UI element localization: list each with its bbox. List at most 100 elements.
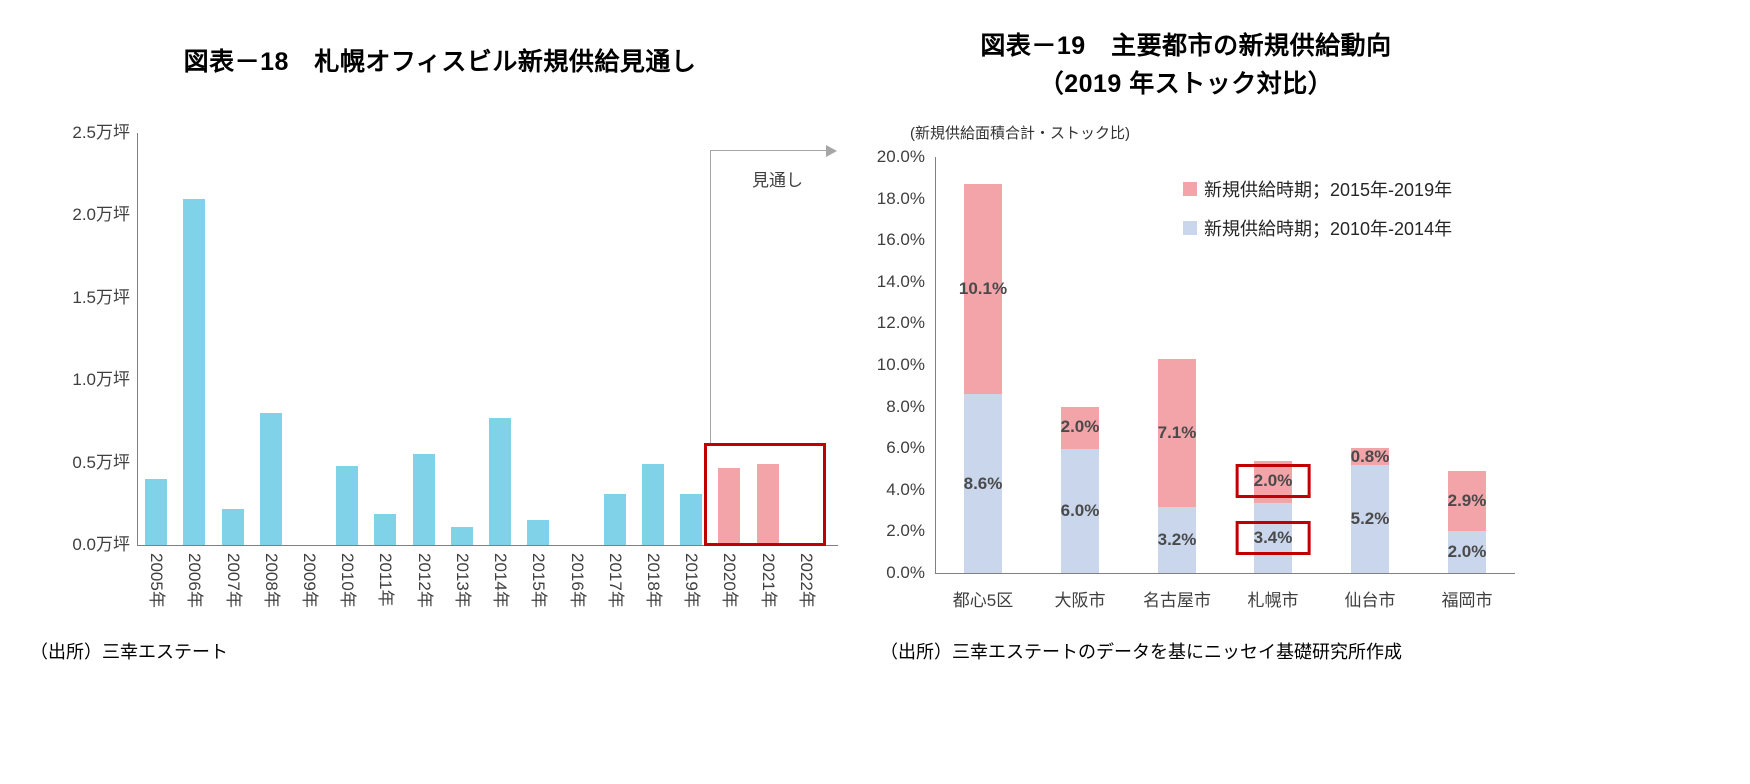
legend-item-label: 新規供給時期；2015年-2019年 bbox=[1204, 180, 1453, 200]
x-axis-tick-label: 2014年 bbox=[491, 553, 510, 608]
bar-2007年 bbox=[222, 509, 244, 545]
x-axis-tick-label: 2022年 bbox=[797, 553, 816, 608]
legend-item: 新規供給時期；2015年-2019年 bbox=[1183, 176, 1452, 202]
x-category-label: 名古屋市 bbox=[1143, 591, 1211, 610]
x-axis-tick-label: 2010年 bbox=[338, 553, 357, 608]
bar-2019年 bbox=[680, 494, 702, 545]
y-axis-tick-label: 12.0% bbox=[876, 313, 925, 333]
y-axis-tick-label: 0.0% bbox=[886, 563, 925, 582]
x-category-label: 仙台市 bbox=[1344, 591, 1396, 610]
y-axis-tick-label: 6.0% bbox=[886, 438, 925, 458]
y-axis-tick-label: 0.0万坪 bbox=[72, 535, 130, 554]
bar-仙台市-2015-2019 bbox=[1351, 448, 1389, 465]
figure-19-source: （出所）三幸エステートのデータを基にニッセイ基礎研究所作成 bbox=[880, 642, 1402, 662]
bar-札幌市-2010-2014 bbox=[1254, 502, 1292, 573]
legend-swatch-2010-2014 bbox=[1183, 221, 1197, 235]
x-axis-tick-label: 2012年 bbox=[415, 553, 434, 608]
bar-label-都心5区-2010-2014: 8.6% bbox=[963, 474, 1003, 493]
bar-名古屋市-2015-2019 bbox=[1158, 359, 1196, 507]
x-axis-line bbox=[137, 545, 838, 546]
bar-2012年 bbox=[413, 454, 435, 545]
figure-19-axis-note: (新規供給面積合計・ストック比) bbox=[910, 125, 1130, 142]
x-category-label: 札幌市 bbox=[1247, 591, 1299, 610]
y-axis-tick-label: 1.5万坪 bbox=[72, 287, 130, 307]
legend-item-label: 新規供給時期；2010年-2014年 bbox=[1204, 219, 1453, 239]
y-axis-tick-label: 2.5万坪 bbox=[72, 123, 130, 142]
bar-2011年 bbox=[374, 514, 396, 545]
bar-都心5区-2010-2014 bbox=[964, 394, 1002, 573]
bar-2021年 bbox=[757, 464, 779, 545]
bar-福岡市-2015-2019 bbox=[1448, 471, 1486, 531]
y-axis-tick-label: 16.0% bbox=[876, 230, 925, 250]
bar-label-名古屋市-2010-2014: 3.2% bbox=[1157, 530, 1197, 549]
forecast-highlight-box bbox=[704, 443, 826, 546]
y-axis-line bbox=[935, 157, 936, 574]
bar-2015年 bbox=[527, 520, 549, 545]
bar-大阪市-2010-2014 bbox=[1061, 448, 1099, 573]
bar-仙台市-2010-2014 bbox=[1351, 465, 1389, 573]
bar-label-札幌市-2015-2019: 2.0% bbox=[1235, 464, 1311, 498]
figure-19-legend: 新規供給時期；2015年-2019年 新規供給時期；2010年-2014年 bbox=[1183, 176, 1452, 254]
x-axis-tick-label: 2020年 bbox=[720, 553, 739, 608]
y-axis-tick-label: 2.0万坪 bbox=[72, 205, 130, 225]
x-category-label: 福岡市 bbox=[1441, 591, 1493, 610]
x-axis-tick-label: 2016年 bbox=[568, 553, 587, 608]
bar-label-福岡市-2015-2019: 2.9% bbox=[1447, 491, 1487, 510]
y-axis-tick-label: 1.0万坪 bbox=[72, 370, 130, 390]
x-axis-line bbox=[935, 573, 1515, 574]
x-axis-tick-label: 2018年 bbox=[644, 553, 663, 608]
bar-福岡市-2010-2014 bbox=[1448, 531, 1486, 573]
forecast-arrowhead-icon bbox=[826, 145, 837, 157]
y-axis-tick-label: 14.0% bbox=[876, 271, 925, 291]
bar-label-都心5区-2015-2019: 10.1% bbox=[958, 279, 1008, 298]
y-axis-tick-label: 0.5万坪 bbox=[72, 452, 130, 472]
y-axis-tick-label: 2.0% bbox=[886, 521, 925, 541]
figure-19-title-line1: 図表－19 主要都市の新規供給動向 bbox=[980, 32, 1392, 60]
bar-2018年 bbox=[642, 464, 664, 545]
bar-2020年 bbox=[718, 468, 740, 545]
y-axis-tick-label: 20.0% bbox=[876, 147, 925, 166]
figure-19-title-line2: （2019 年ストック対比） bbox=[1038, 70, 1334, 98]
bar-label-大阪市-2015-2019: 2.0% bbox=[1060, 417, 1100, 436]
bar-2010年 bbox=[336, 466, 358, 545]
bar-大阪市-2015-2019 bbox=[1061, 407, 1099, 449]
y-axis-tick-label: 4.0% bbox=[886, 479, 925, 499]
x-axis-tick-label: 2009年 bbox=[300, 553, 319, 608]
bar-2006年 bbox=[183, 199, 205, 545]
x-axis-tick-label: 2005年 bbox=[147, 553, 166, 608]
figure-18-source: （出所）三幸エステート bbox=[30, 642, 228, 662]
forecast-arrow-line bbox=[710, 150, 826, 151]
bar-2008年 bbox=[260, 413, 282, 545]
x-axis-tick-label: 2011年 bbox=[376, 553, 395, 607]
bar-2013年 bbox=[451, 527, 473, 545]
y-axis-tick-label: 18.0% bbox=[876, 188, 925, 208]
bar-都心5区-2015-2019 bbox=[964, 184, 1002, 394]
bar-label-大阪市-2010-2014: 6.0% bbox=[1060, 501, 1100, 520]
x-category-label: 大阪市 bbox=[1054, 591, 1106, 610]
bar-label-福岡市-2010-2014: 2.0% bbox=[1447, 542, 1487, 561]
figure-18-title: 図表－18 札幌オフィスビル新規供給見通し bbox=[183, 48, 697, 76]
x-axis-tick-label: 2021年 bbox=[759, 553, 778, 608]
legend-swatch-2015-2019 bbox=[1183, 182, 1197, 196]
x-axis-tick-label: 2008年 bbox=[262, 553, 281, 608]
x-axis-tick-label: 2006年 bbox=[185, 553, 204, 608]
x-category-label: 都心5区 bbox=[952, 591, 1014, 610]
x-axis-tick-label: 2019年 bbox=[682, 553, 701, 608]
legend-item: 新規供給時期；2010年-2014年 bbox=[1183, 215, 1452, 241]
bar-2014年 bbox=[489, 418, 511, 545]
bar-label-仙台市-2015-2019: 0.8% bbox=[1350, 447, 1390, 466]
bar-2005年 bbox=[145, 479, 167, 545]
forecast-label: 見通し bbox=[752, 171, 803, 190]
x-axis-tick-label: 2017年 bbox=[606, 553, 625, 608]
bar-label-名古屋市-2015-2019: 7.1% bbox=[1157, 423, 1197, 442]
bar-2017年 bbox=[604, 494, 626, 545]
bar-label-札幌市-2010-2014: 3.4% bbox=[1235, 521, 1311, 555]
bar-名古屋市-2010-2014 bbox=[1158, 506, 1196, 573]
y-axis-tick-label: 8.0% bbox=[886, 396, 925, 416]
x-axis-tick-label: 2015年 bbox=[529, 553, 548, 608]
x-axis-tick-label: 2007年 bbox=[224, 553, 243, 608]
bar-label-仙台市-2010-2014: 5.2% bbox=[1350, 509, 1390, 528]
y-axis-line bbox=[137, 133, 138, 546]
x-axis-tick-label: 2013年 bbox=[453, 553, 472, 608]
